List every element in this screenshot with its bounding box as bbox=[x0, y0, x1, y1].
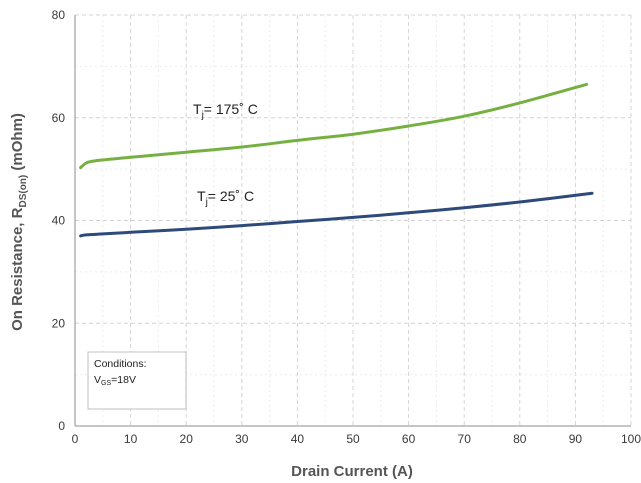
x-tick-label: 80 bbox=[513, 432, 527, 446]
x-axis-title: Drain Current (A) bbox=[291, 463, 413, 480]
x-tick-label: 100 bbox=[621, 432, 641, 446]
y-tick-label: 80 bbox=[52, 8, 66, 22]
tick-labels: 0 10 20 30 40 50 60 70 80 90 100 0 20 40 60 80 bbox=[52, 8, 641, 446]
x-tick-label: 20 bbox=[180, 432, 194, 446]
y-tick-label: 20 bbox=[52, 316, 66, 330]
x-tick-label: 10 bbox=[124, 432, 138, 446]
x-tick-label: 40 bbox=[291, 432, 305, 446]
x-tick-label: 50 bbox=[346, 432, 360, 446]
conditions-title: Conditions: bbox=[94, 358, 147, 370]
conditions-box: Conditions: VGS=18V bbox=[87, 351, 187, 410]
x-tick-label: 70 bbox=[458, 432, 472, 446]
series-line-175c bbox=[79, 82, 588, 170]
grid bbox=[75, 14, 632, 426]
x-tick-label: 90 bbox=[569, 432, 583, 446]
x-tick-label: 30 bbox=[235, 432, 249, 446]
y-tick-label: 0 bbox=[58, 419, 65, 433]
y-axis-title: On Resistance, RDS(on) (mOhm) bbox=[9, 113, 29, 331]
x-tick-label: 0 bbox=[72, 432, 79, 446]
y-tick-label: 60 bbox=[52, 111, 66, 125]
series-lines bbox=[79, 82, 594, 238]
series-label-175: Tj= 175˚ C bbox=[193, 101, 258, 121]
axes bbox=[74, 15, 631, 427]
conditions-vgs: VGS=18V bbox=[94, 374, 136, 387]
series-label-25: Tj= 25˚ C bbox=[197, 188, 254, 208]
y-tick-label: 40 bbox=[52, 214, 66, 228]
x-tick-label: 60 bbox=[402, 432, 416, 446]
series-line-25c bbox=[79, 191, 594, 238]
